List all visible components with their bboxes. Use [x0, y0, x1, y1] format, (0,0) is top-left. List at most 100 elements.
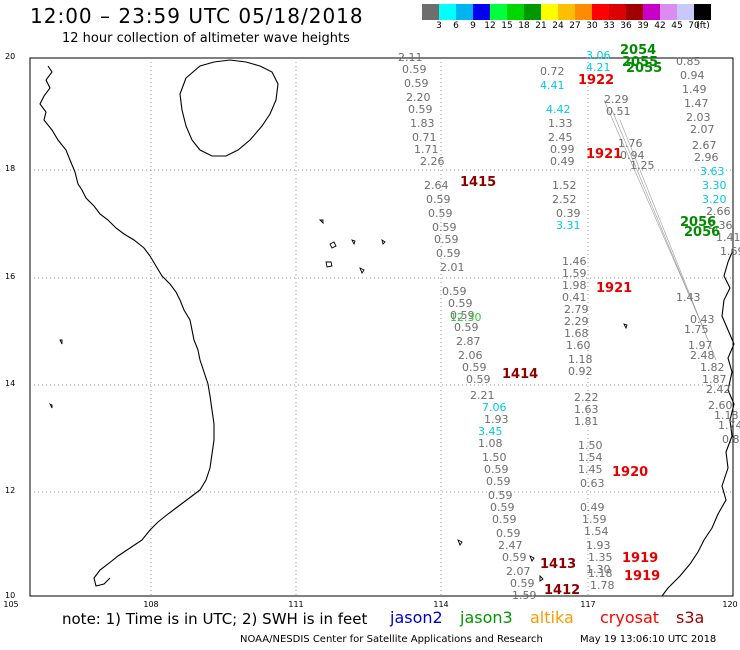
- wave-height-value: 1.97: [688, 339, 713, 352]
- generation-timestamp: May 19 13:06:10 UTC 2018: [580, 634, 717, 645]
- legend-swatch: [694, 4, 711, 20]
- wave-height-value: 4.21: [586, 61, 611, 74]
- wave-height-value: 0.51: [606, 105, 631, 118]
- wave-height-value: 2.64: [424, 179, 449, 192]
- wave-height-value: 1.35: [588, 551, 613, 564]
- wave-height-value: 0.49: [550, 155, 575, 168]
- wave-height-value: 0.39: [556, 207, 581, 220]
- pass-time-label: 2055: [622, 55, 659, 70]
- wave-height-value: 1.98: [562, 279, 587, 292]
- map-grid: [30, 58, 733, 596]
- pass-time-label: 1921: [586, 147, 623, 162]
- satellite-s3a-label: s3a: [676, 608, 705, 627]
- wave-height-value: 2.21: [470, 389, 495, 402]
- legend-swatch: [660, 4, 677, 20]
- wave-height-value: 2.42: [706, 383, 731, 396]
- legend-swatch: [677, 4, 694, 20]
- y-tick-label: 20: [5, 52, 16, 61]
- wave-height-value: 3.06: [586, 49, 611, 62]
- wave-height-value: 0.41: [562, 291, 587, 304]
- wave-height-value: 3.31: [556, 219, 581, 232]
- wave-height-value: 1.59: [582, 513, 607, 526]
- legend-swatch: [558, 4, 575, 20]
- wave-height-value: 0.59: [488, 489, 513, 502]
- legend-label: 70: [688, 21, 700, 31]
- wave-height-value: 2.52: [552, 193, 577, 206]
- wave-height-value: 0.59: [484, 463, 509, 476]
- wave-height-value: 12.30: [450, 311, 482, 324]
- wave-height-value: 0.99: [550, 143, 575, 156]
- wave-height-value: 0.59: [466, 373, 491, 386]
- wave-height-value: 2.87: [456, 335, 481, 348]
- legend-label: 36: [620, 21, 632, 31]
- satellite-jason3-label: jason3: [460, 608, 513, 627]
- wave-height-value: 0.49: [580, 501, 605, 514]
- wave-height-value: 1.33: [548, 117, 573, 130]
- wave-height-value: 2.20: [406, 91, 431, 104]
- wave-height-value: 0.94: [680, 69, 705, 82]
- wave-height-value: 0.85: [676, 55, 701, 68]
- wave-height-value: 2.07: [506, 565, 531, 578]
- wave-height-value: 0.63: [580, 477, 605, 490]
- legend-label: 21: [535, 21, 547, 31]
- wave-height-value: 1.69: [720, 245, 740, 258]
- wave-height-value: 2.22: [574, 391, 599, 404]
- wave-height-value: 0.94: [620, 149, 645, 162]
- legend-label: 9: [470, 21, 476, 31]
- wave-height-value: 1.59: [562, 267, 587, 280]
- wave-height-value: 0.85: [722, 433, 740, 446]
- wave-height-value: 1.87: [702, 373, 727, 386]
- legend-swatch: [439, 4, 456, 20]
- legend-color-bar: [422, 4, 711, 20]
- wave-height-value: 1.60: [566, 339, 591, 352]
- wave-height-value: 1.50: [482, 451, 507, 464]
- wave-height-value: 0.59: [462, 361, 487, 374]
- color-legend: 3 6 9 12 15 18 21 24 27 30 33 36 39 42 45 70 (ft): [422, 4, 711, 32]
- wave-height-value: 0.59: [442, 285, 467, 298]
- pass-time-label: 1413: [540, 557, 577, 572]
- legend-label: 39: [637, 21, 649, 31]
- wave-height-value: 0.59: [404, 77, 429, 90]
- wave-height-value: 1.50: [578, 439, 603, 452]
- wave-height-value: 2.26: [420, 155, 445, 168]
- wave-height-value: 2.67: [692, 139, 717, 152]
- legend-label: 3: [436, 21, 442, 31]
- x-tick-label: 108: [143, 600, 159, 609]
- x-tick-label: 114: [433, 600, 449, 609]
- wave-height-value: 0.59: [436, 247, 461, 260]
- page-subtitle: 12 hour collection of altimeter wave hei…: [62, 31, 350, 46]
- satellite-track-line: [603, 99, 701, 321]
- coastline-luzon: [661, 249, 735, 597]
- wave-height-value: 1.82: [700, 361, 725, 374]
- y-tick-label: 10: [5, 591, 16, 600]
- wave-height-value: 2.66: [706, 205, 731, 218]
- legend-swatch: [456, 4, 473, 20]
- wave-height-value: 1.81: [574, 415, 599, 428]
- satellite-jason2-label: jason2: [390, 608, 443, 627]
- coastline-hainan: [179, 59, 279, 157]
- wave-height-value: 2.47: [498, 539, 523, 552]
- legend-label: 30: [586, 21, 598, 31]
- wave-height-value: 0.59: [428, 207, 453, 220]
- wave-height-value: 0.72: [540, 65, 565, 78]
- wave-height-value: 3.63: [700, 165, 725, 178]
- footer-note: note: 1) Time is in UTC; 2) SWH is in fe…: [62, 610, 368, 628]
- wave-height-value: 1.83: [410, 117, 435, 130]
- wave-height-value: 1.74: [718, 419, 740, 432]
- x-tick-label: 105: [3, 600, 19, 609]
- legend-label: 45: [671, 21, 683, 31]
- wave-height-value: 0.43: [690, 313, 715, 326]
- legend-swatch: [643, 4, 660, 20]
- wave-height-value: 1.30: [586, 563, 611, 576]
- wave-height-value: 2.03: [686, 111, 711, 124]
- satellite-cryosat-label: cryosat: [600, 608, 660, 627]
- pass-time-label: 1921: [596, 281, 633, 296]
- legend-swatch: [541, 4, 558, 20]
- wave-height-value: 0.59: [448, 297, 473, 310]
- wave-height-value: 0.59: [434, 233, 459, 246]
- legend-swatch: [422, 4, 439, 20]
- wave-height-value: 2.07: [690, 123, 715, 136]
- legend-label: 12: [484, 21, 496, 31]
- wave-height-value: 1.45: [578, 463, 603, 476]
